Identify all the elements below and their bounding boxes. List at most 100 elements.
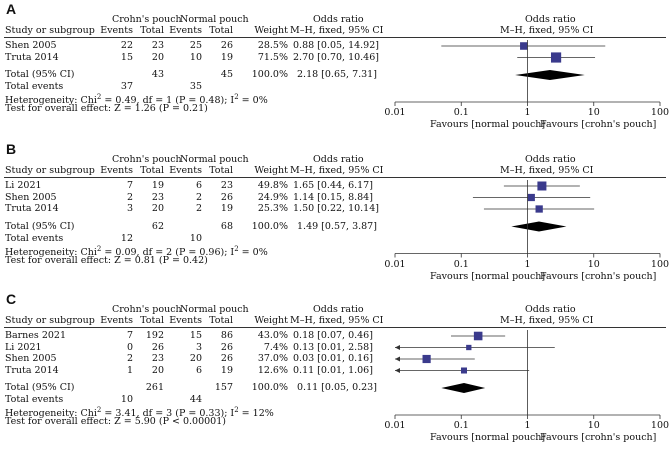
- or-method-right: M–H, fixed, 95% CI: [500, 165, 594, 176]
- total1-header: Total: [140, 165, 164, 176]
- summary-diamond: [511, 221, 567, 232]
- heterogeneity-mid: = 0.09, df = 2 (P = 0.96); I: [101, 246, 235, 258]
- total1-value: 192: [145, 330, 164, 341]
- study-name: Truta 2014: [5, 364, 59, 376]
- heterogeneity-sup2: 2: [234, 244, 239, 253]
- or-method-right: M–H, fixed, 95% CI: [500, 315, 594, 326]
- x-tick-label: 0.01: [384, 258, 406, 270]
- study-name: Truta 2014: [5, 203, 59, 214]
- heterogeneity-sup1: 2: [96, 244, 102, 253]
- total2-sum: 157: [214, 382, 233, 393]
- total-events2: 10: [189, 232, 202, 244]
- total-label: Total (95% CI): [5, 69, 75, 80]
- total1-sum: 43: [151, 69, 164, 80]
- weight-value: 49.8%: [257, 180, 288, 191]
- weight-value: 37.0%: [257, 353, 288, 364]
- weight-value: 24.9%: [257, 191, 288, 203]
- summary-diamond: [515, 70, 585, 80]
- weight-value: 12.6%: [257, 364, 288, 376]
- weight-header: Weight: [254, 25, 288, 36]
- panel-label: C: [6, 291, 17, 307]
- or-marker: [466, 344, 472, 351]
- or-marker: [460, 367, 468, 374]
- heterogeneity-sup2: 2: [234, 406, 239, 414]
- total1-value: 20: [151, 364, 164, 376]
- group2-header: Normal pouch: [180, 154, 249, 165]
- header-rule: [4, 327, 666, 328]
- group1-header: Crohn's pouch: [112, 154, 182, 165]
- or-method-right: M–H, fixed, 95% CI: [500, 25, 594, 36]
- total-events-label: Total events: [5, 232, 64, 244]
- forest-panel-c: C Crohn's pouch Normal pouch Odds ratio Odds…: [0, 290, 672, 450]
- total2-sum: 45: [220, 69, 233, 80]
- heterogeneity-suffix: = 0%: [238, 95, 268, 107]
- study-name: Barnes 2021: [5, 330, 66, 341]
- or-title-right: Odds ratio: [525, 14, 576, 25]
- or-title-right: Odds ratio: [525, 304, 576, 315]
- total1-value: 20: [151, 51, 164, 63]
- heterogeneity-mid: = 0.49, df = 1 (P = 0.48); I: [101, 95, 235, 107]
- total1-value: 20: [151, 203, 164, 214]
- study-name: Shen 2005: [5, 353, 57, 364]
- or-method-left: M–H, fixed, 95% CI: [290, 165, 384, 176]
- ci-text: 1.14 [0.15, 8.84]: [293, 191, 373, 203]
- ci-text: 0.03 [0.01, 0.16]: [293, 353, 373, 364]
- events1-value: 7: [126, 330, 133, 341]
- total1-value: 23: [151, 191, 164, 203]
- favours-right: Favours [crohn's pouch]: [540, 432, 657, 443]
- x-tick-label: 10: [587, 258, 600, 270]
- x-tick-label: 1: [524, 258, 531, 270]
- total2-header: Total: [209, 315, 233, 326]
- events1-value: 3: [126, 203, 133, 214]
- x-tick-label: 0.1: [453, 107, 469, 118]
- total2-header: Total: [209, 25, 233, 36]
- or-marker: [520, 42, 528, 50]
- events1-value: 2: [126, 353, 133, 364]
- events2-header: Events: [169, 315, 202, 326]
- events2-value: 2: [195, 191, 202, 203]
- weight-value: 7.4%: [263, 341, 288, 353]
- overall-effect-text: Test for overall effect: Z = 0.81 (P = 0…: [5, 254, 208, 266]
- events1-value: 2: [126, 191, 133, 203]
- total1-header: Total: [140, 25, 164, 36]
- overall-effect-text: Test for overall effect: Z = 1.26 (P = 0…: [5, 103, 208, 114]
- weight-header: Weight: [254, 315, 288, 326]
- events2-value: 25: [189, 40, 202, 51]
- total-label: Total (95% CI): [5, 382, 75, 393]
- study-header: Study or subgroup: [5, 165, 95, 176]
- or-marker: [527, 193, 535, 202]
- total-events2: 35: [189, 81, 202, 92]
- ci-text: 0.88 [0.05, 14.92]: [293, 40, 379, 51]
- events2-value: 3: [195, 341, 202, 353]
- events2-value: 15: [189, 330, 202, 341]
- events1-header: Events: [100, 25, 133, 36]
- header-rule: [4, 37, 666, 38]
- weight-value: 28.5%: [257, 40, 288, 51]
- events1-header: Events: [100, 165, 133, 176]
- x-tick-label: 0.1: [453, 420, 469, 431]
- favours-right: Favours [crohn's pouch]: [540, 270, 657, 282]
- events2-value: 10: [189, 51, 202, 63]
- study-header: Study or subgroup: [5, 315, 95, 326]
- forest-plot-svg: [394, 40, 661, 106]
- total1-header: Total: [140, 315, 164, 326]
- forest-panel-a: A Crohn's pouch Normal pouch Odds ratio Odds…: [0, 0, 672, 140]
- x-tick-label: 10: [587, 420, 600, 431]
- study-header: Study or subgroup: [5, 25, 95, 36]
- heterogeneity-text: Heterogeneity: Chi2 = 0.09, df = 2 (P = …: [5, 244, 268, 258]
- favours-left: Favours [normal pouch]: [430, 432, 546, 443]
- heterogeneity-prefix: Heterogeneity: Chi: [5, 408, 97, 420]
- total2-value: 26: [220, 353, 233, 364]
- total1-sum: 261: [145, 382, 164, 393]
- total2-value: 19: [220, 364, 233, 376]
- heterogeneity-suffix: = 0%: [238, 246, 268, 258]
- total2-value: 23: [220, 180, 233, 191]
- events1-value: 15: [120, 51, 133, 63]
- study-name: Li 2021: [5, 180, 42, 191]
- total2-header: Total: [209, 165, 233, 176]
- total1-value: 23: [151, 353, 164, 364]
- x-tick-label: 1: [524, 420, 531, 431]
- x-tick-label: 100: [650, 107, 670, 118]
- events2-value: 6: [195, 364, 202, 376]
- study-name: Shen 2005: [5, 191, 57, 203]
